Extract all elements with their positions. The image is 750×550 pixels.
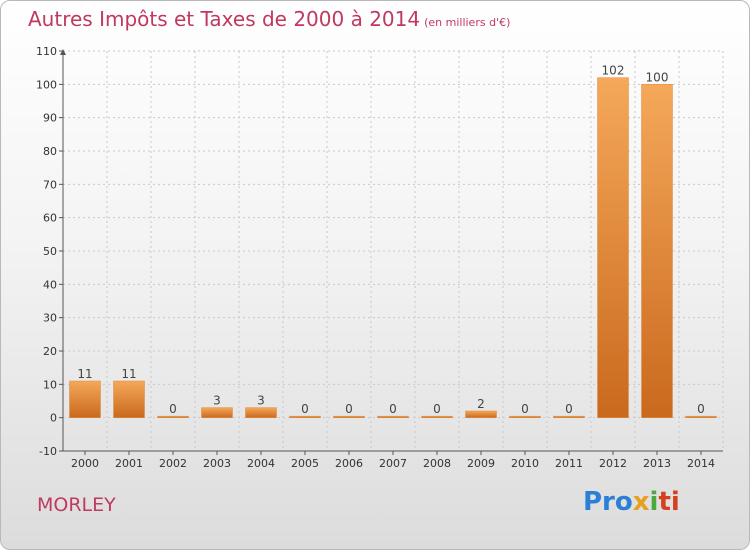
y-tick-label: 10	[43, 378, 57, 391]
bar	[157, 415, 189, 418]
y-tick-label: 110	[36, 45, 57, 58]
bar	[113, 380, 145, 418]
data-label: 2	[477, 397, 485, 411]
bar	[553, 415, 585, 418]
bar	[69, 380, 101, 418]
x-tick-label: 2001	[115, 457, 143, 470]
logo-part: Pro	[583, 487, 633, 517]
bar	[245, 407, 277, 418]
x-tick-label: 2006	[335, 457, 363, 470]
x-tick-label: 2008	[423, 457, 451, 470]
data-label: 102	[602, 64, 625, 78]
x-tick-label: 2009	[467, 457, 495, 470]
bars	[69, 77, 717, 418]
chart-unit-label: (en milliers d'€)	[424, 16, 511, 29]
x-tick-label: 2002	[159, 457, 187, 470]
y-tick-label: 100	[36, 78, 57, 91]
x-tick-label: 2011	[555, 457, 583, 470]
data-label: 0	[345, 402, 353, 416]
y-tick-label: 90	[43, 112, 57, 125]
y-tick-label: 20	[43, 345, 57, 358]
data-label: 0	[169, 402, 177, 416]
data-label: 11	[121, 367, 136, 381]
data-label: 0	[301, 402, 309, 416]
proxiti-logo: Proxiti	[583, 487, 680, 517]
data-label: 3	[213, 394, 221, 408]
data-label: 0	[521, 402, 529, 416]
data-label: 11	[77, 367, 92, 381]
data-label: 0	[697, 402, 705, 416]
chart-title-text: Autres Impôts et Taxes de 2000 à 2014	[28, 7, 421, 31]
bar	[333, 415, 365, 418]
bar	[289, 415, 321, 418]
y-axis-arrow	[60, 49, 66, 55]
y-tick-label: 50	[43, 245, 57, 258]
logo-part: ti	[658, 487, 680, 517]
bar	[421, 415, 453, 418]
bar	[201, 407, 233, 418]
bar	[509, 415, 541, 418]
bar	[685, 415, 717, 418]
y-tick-label: 30	[43, 312, 57, 325]
y-tick-label: 70	[43, 178, 57, 191]
y-tick-label: 80	[43, 145, 57, 158]
data-label: 0	[565, 402, 573, 416]
data-label: 100	[646, 70, 669, 84]
bar	[377, 415, 409, 418]
x-tick-label: 2007	[379, 457, 407, 470]
logo-part: i	[649, 487, 659, 517]
x-tick-label: 2013	[643, 457, 671, 470]
x-tick-label: 2005	[291, 457, 319, 470]
x-tick-label: 2004	[247, 457, 275, 470]
x-tick-label: 2012	[599, 457, 627, 470]
x-tick-label: 2000	[71, 457, 99, 470]
y-tick-label: 40	[43, 278, 57, 291]
bar	[465, 410, 497, 418]
logo-part: x	[632, 487, 650, 517]
bar	[641, 84, 673, 418]
y-tick-label: -10	[39, 445, 57, 458]
x-tick-label: 2014	[687, 457, 715, 470]
data-label: 0	[389, 402, 397, 416]
data-label: 0	[433, 402, 441, 416]
x-tick-label: 2010	[511, 457, 539, 470]
chart-title: Autres Impôts et Taxes de 2000 à 2014 (en…	[28, 7, 510, 31]
labels: 11 11 0 3 3 0 0 0 0 2 0 0 102 100 0	[77, 64, 705, 416]
data-label: 3	[257, 394, 265, 408]
y-tick-label: 0	[50, 412, 57, 425]
x-tick-label: 2003	[203, 457, 231, 470]
commune-name: MORLEY	[37, 494, 116, 516]
bar	[597, 77, 629, 418]
y-tick-label: 60	[43, 212, 57, 225]
